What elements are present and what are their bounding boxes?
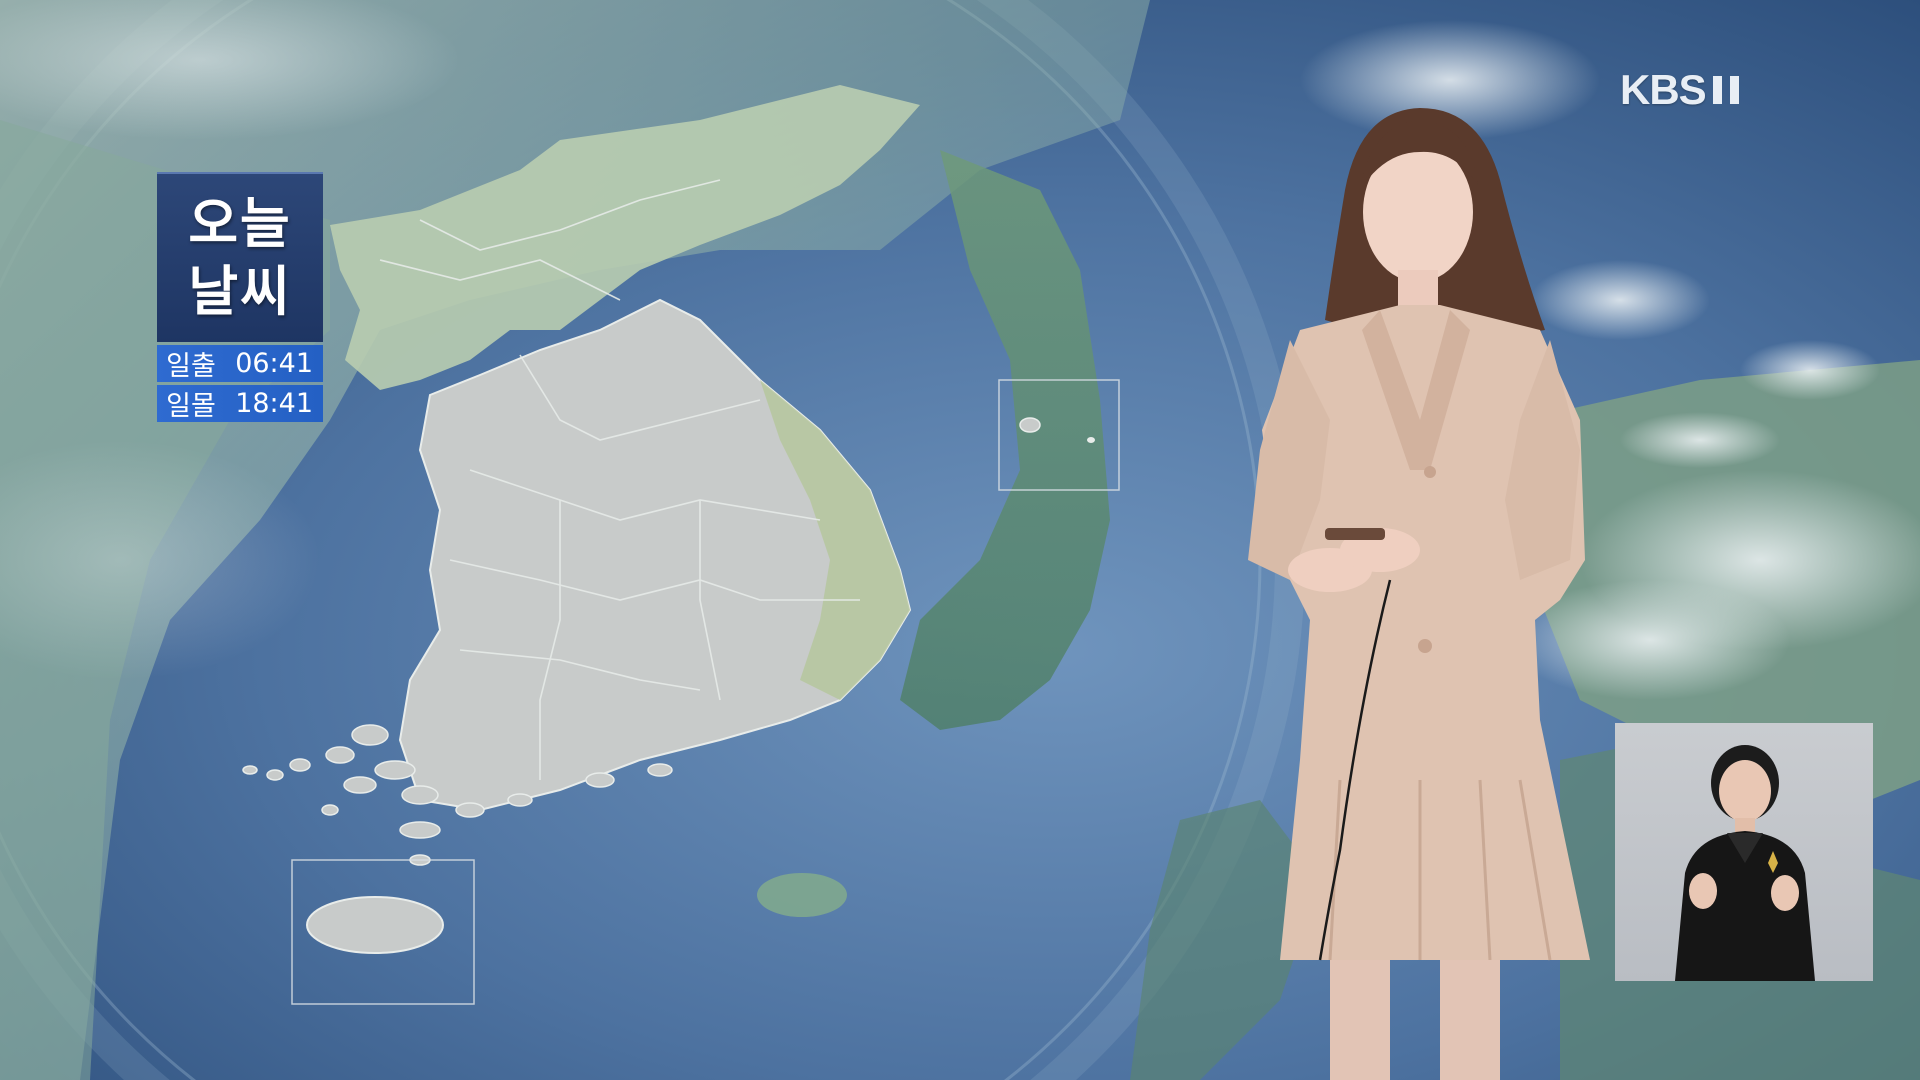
sunrise-label: 일출 — [166, 351, 216, 382]
kbs1-logo: KBS — [1620, 66, 1744, 113]
channel-one-icon — [1710, 73, 1744, 107]
sunrise-time: 06:41 — [235, 348, 313, 379]
sunrise-row: 일출 06:41 — [157, 345, 323, 382]
sign-language-interpreter — [1675, 745, 1815, 981]
weather-title-box: 오늘 날씨 — [157, 172, 323, 342]
sunset-label: 일몰 — [166, 391, 216, 422]
weather-title-line1: 오늘 — [188, 192, 292, 255]
sunset-time: 18:41 — [235, 388, 313, 419]
weather-title-line2: 날씨 — [188, 260, 292, 323]
sign-language-inset — [1615, 723, 1873, 981]
sunset-row: 일몰 18:41 — [157, 385, 323, 422]
logo-text: KBS — [1620, 66, 1707, 113]
today-weather-panel: 오늘 날씨 일출 06:41 일몰 18:41 — [157, 172, 323, 422]
weather-presenter — [1248, 108, 1590, 1080]
